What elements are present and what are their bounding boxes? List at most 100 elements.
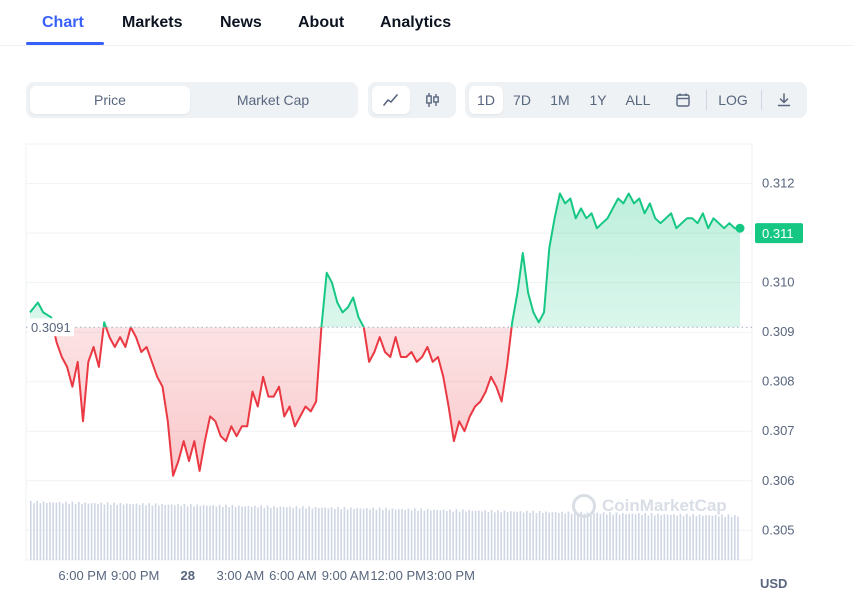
volume-bar: [426, 508, 429, 560]
toolbar-divider: [761, 90, 762, 110]
volume-bar: [359, 508, 362, 560]
download-icon: [777, 93, 791, 107]
log-scale-button[interactable]: LOG: [718, 92, 748, 108]
volume-bar: [324, 507, 326, 560]
volume-bar: [103, 504, 106, 560]
reference-label: 0.3091: [31, 320, 71, 335]
volume-bar: [625, 514, 627, 560]
volume-bar: [641, 515, 643, 560]
x-tick-label: 28: [181, 568, 195, 583]
range-1m-button[interactable]: 1M: [550, 92, 570, 108]
volume-bar: [727, 514, 730, 560]
volume-bar: [401, 509, 403, 560]
coinmarketcap-watermark: CoinMarketCap: [572, 494, 727, 518]
volume-bar: [340, 509, 342, 560]
tab-about[interactable]: About: [298, 14, 345, 31]
volume-bar: [490, 509, 493, 560]
volume-bar: [682, 516, 685, 560]
price-chart[interactable]: 0.305 0.306 0.307 0.308 0.309 0.310 0.311 0.312…: [0, 130, 854, 612]
volume-bar: [420, 508, 422, 560]
volume-bar: [314, 506, 317, 560]
volume-bar: [657, 513, 659, 560]
volume-bar: [436, 510, 438, 560]
range-all-button[interactable]: ALL: [625, 92, 651, 108]
x-tick-label: 6:00 AM: [269, 568, 317, 583]
volume-bar: [330, 507, 333, 560]
y-tick-label: 0.312: [762, 176, 795, 191]
volume-bar: [113, 502, 115, 560]
tab-bar: Chart Markets News About Analytics: [0, 0, 854, 46]
current-price-label: 0.311: [762, 226, 794, 241]
y-tick-label: 0.305: [762, 522, 795, 537]
volume-bar: [350, 507, 352, 560]
volume-bar: [202, 505, 205, 560]
volume-bar: [708, 515, 710, 560]
volume-bar: [289, 506, 291, 560]
volume-bar: [548, 512, 550, 560]
volume-bar: [695, 516, 698, 560]
volume-bar: [497, 510, 499, 560]
volume-bar: [282, 507, 285, 560]
volume-bar: [78, 501, 80, 560]
volume-bar: [663, 514, 666, 560]
market-cap-option[interactable]: Market Cap: [236, 92, 310, 108]
volume-bar: [650, 513, 653, 560]
volume-bar: [506, 512, 509, 560]
volume-bar: [670, 514, 672, 560]
volume-bar: [308, 506, 310, 560]
volume-bar: [500, 512, 502, 560]
volume-bar: [279, 506, 282, 560]
volume-bar: [516, 511, 518, 560]
tab-analytics[interactable]: Analytics: [380, 14, 452, 31]
range-7d-button[interactable]: 7D: [513, 92, 531, 108]
volume-bar: [33, 503, 35, 560]
volume-bar: [465, 511, 467, 560]
volume-bar: [612, 514, 614, 560]
volume-bar: [138, 504, 141, 560]
tab-news[interactable]: News: [220, 14, 262, 31]
volume-bar: [679, 513, 682, 560]
x-tick-label: 9:00 AM: [322, 568, 370, 583]
volume-bar: [164, 505, 166, 560]
volume-bar: [247, 506, 250, 560]
volume-bar: [394, 509, 397, 560]
volume-bar: [673, 514, 675, 560]
y-tick-label: 0.306: [762, 473, 795, 488]
volume-bar: [254, 505, 256, 560]
download-button[interactable]: [767, 86, 801, 114]
volume-bar: [190, 503, 192, 560]
volume-bar: [39, 503, 42, 560]
volume-bar: [609, 512, 611, 560]
date-range-button[interactable]: [667, 86, 699, 114]
volume-bar: [167, 504, 170, 560]
candlestick-style-button[interactable]: [414, 86, 452, 114]
volume-bar: [593, 513, 595, 560]
volume-bar: [372, 507, 374, 560]
line-chart-icon: [383, 94, 398, 106]
volume-bar: [382, 510, 384, 560]
volume-bar: [250, 506, 253, 560]
volume-bar: [433, 509, 435, 560]
tab-chart[interactable]: Chart: [42, 14, 84, 31]
volume-bar: [698, 514, 701, 560]
range-1d-button[interactable]: 1D: [469, 86, 503, 114]
volume-bar: [36, 500, 38, 560]
range-1y-button[interactable]: 1Y: [589, 92, 607, 108]
volume-bar: [561, 511, 563, 560]
volume-bar: [62, 503, 64, 560]
volume-bar: [318, 508, 320, 560]
volume-bar: [526, 510, 528, 560]
price-option[interactable]: Price: [30, 86, 190, 114]
candlestick-icon: [426, 93, 439, 107]
volume-bar: [260, 505, 262, 560]
volume-bar: [503, 510, 506, 560]
volume-bar: [228, 507, 230, 560]
tab-markets[interactable]: Markets: [122, 14, 183, 31]
y-tick-label: 0.308: [762, 374, 795, 389]
volume-bar: [369, 509, 371, 560]
volume-bar: [206, 505, 208, 560]
volume-bar: [244, 506, 246, 560]
volume-bars: [30, 500, 739, 560]
volume-bar: [116, 504, 118, 560]
line-chart-style-button[interactable]: [372, 86, 410, 114]
